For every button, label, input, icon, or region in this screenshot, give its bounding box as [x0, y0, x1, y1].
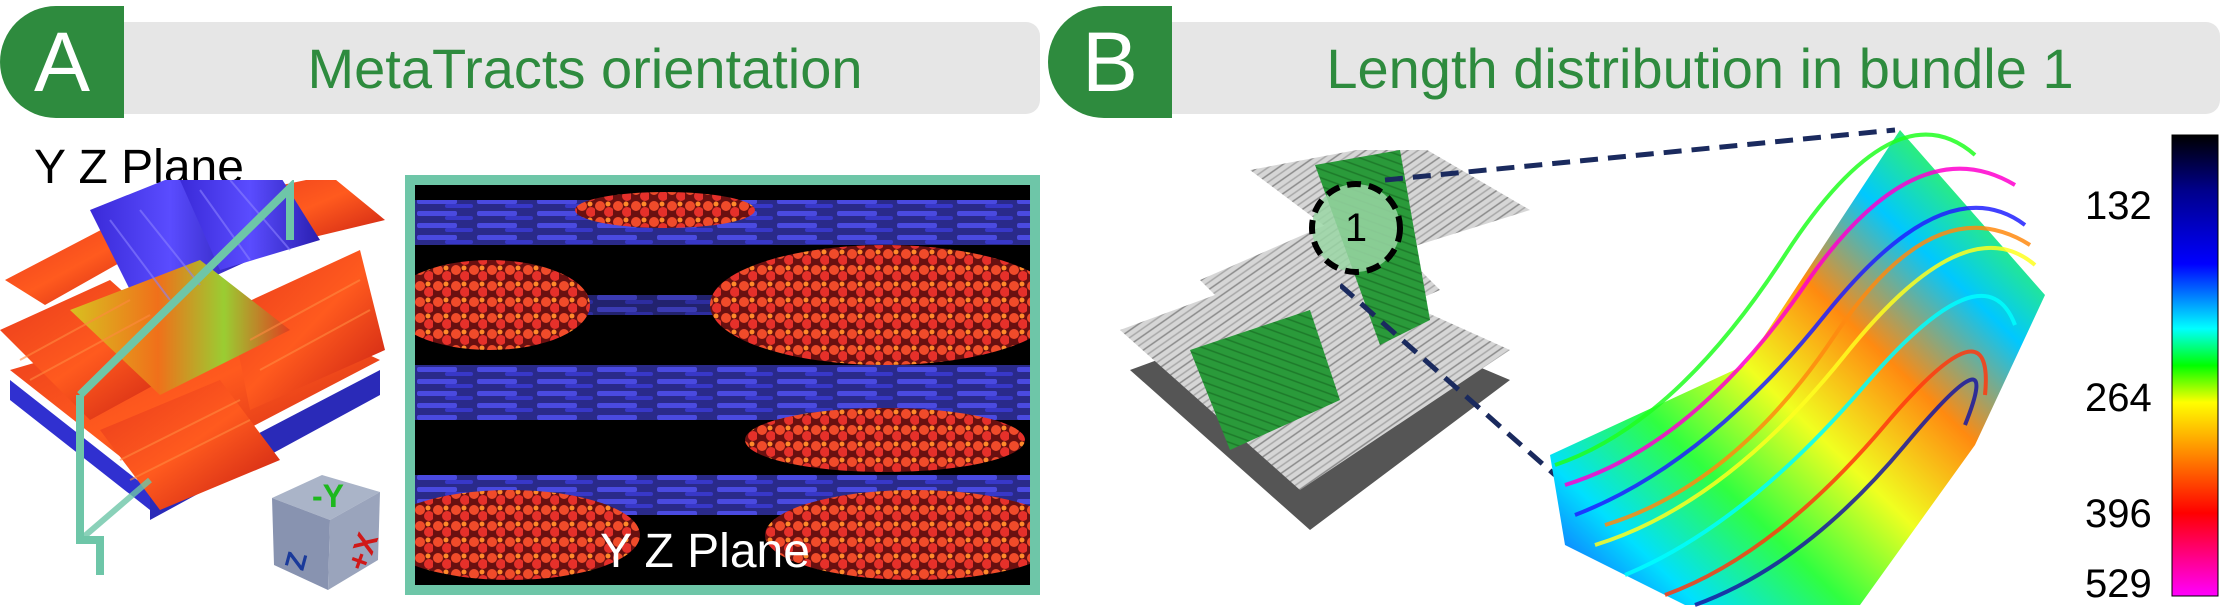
panel-b-title: Length distribution in bundle 1	[1180, 22, 2220, 114]
panel-a-title: MetaTracts orientation	[130, 22, 1040, 114]
length-colorbar	[2170, 133, 2220, 598]
cross-section-red-bundle-left	[415, 260, 590, 350]
colorbar-label-264: 264	[2085, 376, 2152, 421]
bundle-length-colormap	[1545, 125, 2050, 610]
cross-section-red-bundle-right	[710, 245, 1030, 365]
panel-b-badge: B	[1048, 6, 1172, 118]
colorbar-label-396: 396	[2085, 492, 2152, 537]
cross-section-red-bundle-mid	[745, 408, 1025, 472]
colorbar-label-132: 132	[2085, 184, 2152, 229]
cube-axis-neg-y: -Y	[312, 478, 344, 515]
colorbar-gradient	[2172, 135, 2218, 596]
cross-section-red-bundle-top	[575, 192, 755, 228]
colorbar-label-529: 529	[2085, 562, 2152, 607]
panel-a-badge: A	[0, 6, 124, 118]
inset-yz-plane-label: Y Z Plane	[600, 524, 810, 579]
yz-plane-indicator-diag	[80, 480, 150, 540]
zoom-line-bottom	[1340, 285, 1555, 475]
